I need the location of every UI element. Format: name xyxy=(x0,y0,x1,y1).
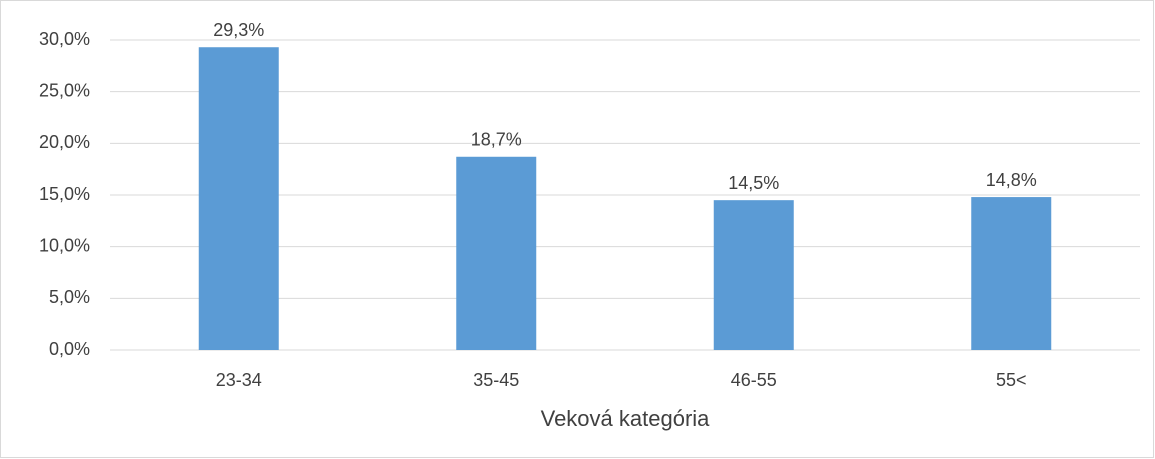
bar xyxy=(198,47,279,350)
x-tick-label: 35-45 xyxy=(473,370,519,390)
y-tick-label: 15,0% xyxy=(39,184,90,204)
data-label: 14,8% xyxy=(986,170,1037,190)
y-tick-label: 20,0% xyxy=(39,132,90,152)
x-tick-label: 23-34 xyxy=(216,370,262,390)
y-tick-label: 10,0% xyxy=(39,235,90,255)
data-label: 18,7% xyxy=(471,130,522,150)
x-tick-label: 46-55 xyxy=(731,370,777,390)
bar xyxy=(456,156,537,350)
y-tick-label: 0,0% xyxy=(49,339,90,359)
data-label: 14,5% xyxy=(728,173,779,193)
y-tick-label: 30,0% xyxy=(39,29,90,49)
y-tick-label: 5,0% xyxy=(49,287,90,307)
x-tick-label: 55< xyxy=(996,370,1027,390)
bar xyxy=(713,200,794,350)
x-axis-label: Veková kategória xyxy=(541,406,711,431)
bar xyxy=(971,197,1052,350)
data-label: 29,3% xyxy=(213,20,264,40)
y-tick-label: 25,0% xyxy=(39,80,90,100)
